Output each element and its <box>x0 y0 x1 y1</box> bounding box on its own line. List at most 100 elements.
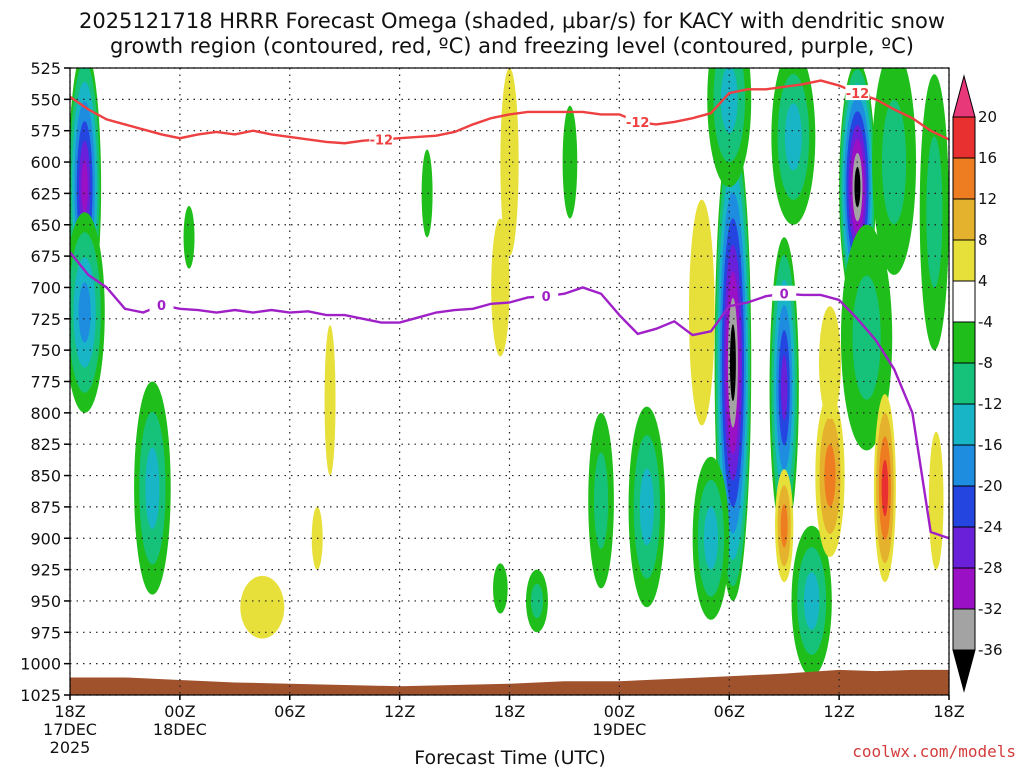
y-tick-label: 975 <box>30 623 61 642</box>
omega-cell <box>873 394 896 583</box>
omega-cell <box>240 575 285 639</box>
x-axis-title: Forecast Time (UTC) <box>414 747 605 768</box>
colorbar-label: -20 <box>978 477 1003 495</box>
omega-cell <box>815 394 845 558</box>
omega-shade <box>421 149 433 238</box>
y-tick-label: 750 <box>30 341 61 360</box>
omega-shading <box>70 68 949 677</box>
colorbar-cell <box>952 567 976 610</box>
omega-shade <box>493 563 508 614</box>
colorbar-label: -28 <box>978 559 1003 577</box>
contour-label: 0 <box>542 290 551 305</box>
colorbar-label: 12 <box>978 190 997 208</box>
y-tick-label: 1000 <box>20 655 61 674</box>
y-axis: 525 550 575 600 625 650 675 700 725 750 775 800 825 8… <box>20 59 70 705</box>
chart-title-line-1: 2025121718 HRRR Forecast Omega (shaded, … <box>79 9 945 33</box>
colorbar-label: 20 <box>978 108 997 126</box>
colorbar-cell <box>952 198 976 241</box>
colorbar-top-arrow <box>952 74 976 118</box>
omega-shade <box>81 160 88 214</box>
omega-cell <box>183 205 195 269</box>
colorbar-label: -32 <box>978 600 1003 618</box>
omega-shade <box>784 103 802 171</box>
y-tick-label: 550 <box>30 90 61 109</box>
omega-shade <box>926 136 943 289</box>
y-tick-label: 1025 <box>20 686 61 705</box>
x-tick-label: 18Z <box>494 702 525 721</box>
omega-shade <box>703 507 718 570</box>
omega-shade <box>530 583 544 619</box>
omega-cell <box>493 563 508 614</box>
y-tick-label: 825 <box>30 435 61 454</box>
omega-shade <box>500 68 519 257</box>
contour-label-background <box>772 285 797 301</box>
colorbar-cell <box>952 526 976 569</box>
omega-shade <box>881 459 889 517</box>
dgz-contour <box>69 79 950 145</box>
omega-cell <box>324 325 336 476</box>
omega-cell <box>421 149 433 238</box>
colorbar-label: -24 <box>978 518 1003 536</box>
omega-cell <box>769 237 799 539</box>
y-tick-label: 650 <box>30 216 61 235</box>
omega-shade <box>688 199 715 426</box>
colorbar: 20 16 12 8 4 -4 -8 -12 -16 -20 -24 -28 -32 -36 <box>952 74 1003 693</box>
x-tick-label: 06Z <box>714 702 745 721</box>
y-tick-label: 950 <box>30 592 61 611</box>
x-tick-sublabel: 19DEC <box>592 720 646 739</box>
omega-shade <box>781 355 788 421</box>
contour-label-background <box>149 297 174 313</box>
x-tick-year-label: 2025 <box>50 738 91 757</box>
y-tick-label: 775 <box>30 373 61 392</box>
x-tick-label: 12Z <box>384 702 415 721</box>
omega-shade <box>324 325 336 476</box>
colorbar-bottom-arrow <box>952 649 976 693</box>
omega-cell <box>692 456 730 620</box>
omega-cell <box>771 68 816 225</box>
y-tick-label: 725 <box>30 310 61 329</box>
omega-shade <box>818 306 841 420</box>
omega-cell <box>818 306 841 420</box>
colorbar-cell <box>952 608 976 651</box>
y-tick-label: 925 <box>30 561 61 580</box>
contour-label-background <box>845 85 870 101</box>
colorbar-label: -8 <box>978 354 993 372</box>
colorbar-label: -12 <box>978 395 1003 413</box>
colorbar-cell <box>952 280 976 323</box>
colorbar-label: -4 <box>978 313 993 331</box>
colorbar-cell <box>952 321 976 364</box>
omega-cell <box>70 212 105 413</box>
omega-cell <box>688 199 715 426</box>
x-tick-sublabel: 18DEC <box>153 720 207 739</box>
omega-cell <box>134 381 171 595</box>
omega-shade <box>881 99 907 225</box>
freezing-level-contour <box>69 251 950 540</box>
omega-shade <box>145 447 160 529</box>
x-tick-label: 00Z <box>164 702 195 721</box>
omega-cell <box>714 124 752 601</box>
colorbar-label: -36 <box>978 641 1003 659</box>
y-tick-label: 800 <box>30 404 61 423</box>
omega-cell <box>628 406 666 608</box>
contour-label: -12 <box>370 133 394 148</box>
temperature-contours: 0 0 0 -12 -12 -12 <box>69 79 950 540</box>
omega-shade <box>854 166 861 208</box>
x-tick-label: 00Z <box>604 702 635 721</box>
colorbar-cell <box>952 362 976 405</box>
omega-shade <box>639 468 654 546</box>
omega-cell <box>775 469 794 583</box>
terrain-fill <box>70 669 949 695</box>
omega-shade <box>824 444 836 507</box>
contour-label-background <box>625 113 650 129</box>
omega-cell <box>525 569 548 633</box>
contour-label: 0 <box>780 288 789 303</box>
y-tick-label: 850 <box>30 467 61 486</box>
contour-label: -12 <box>626 116 650 131</box>
colorbar-cell <box>952 403 976 446</box>
x-tick-sublabel: 17DEC <box>43 720 97 739</box>
omega-shade <box>720 68 738 133</box>
y-tick-label: 575 <box>30 122 61 141</box>
colorbar-cell <box>952 116 976 159</box>
contour-label: 0 <box>157 299 166 314</box>
